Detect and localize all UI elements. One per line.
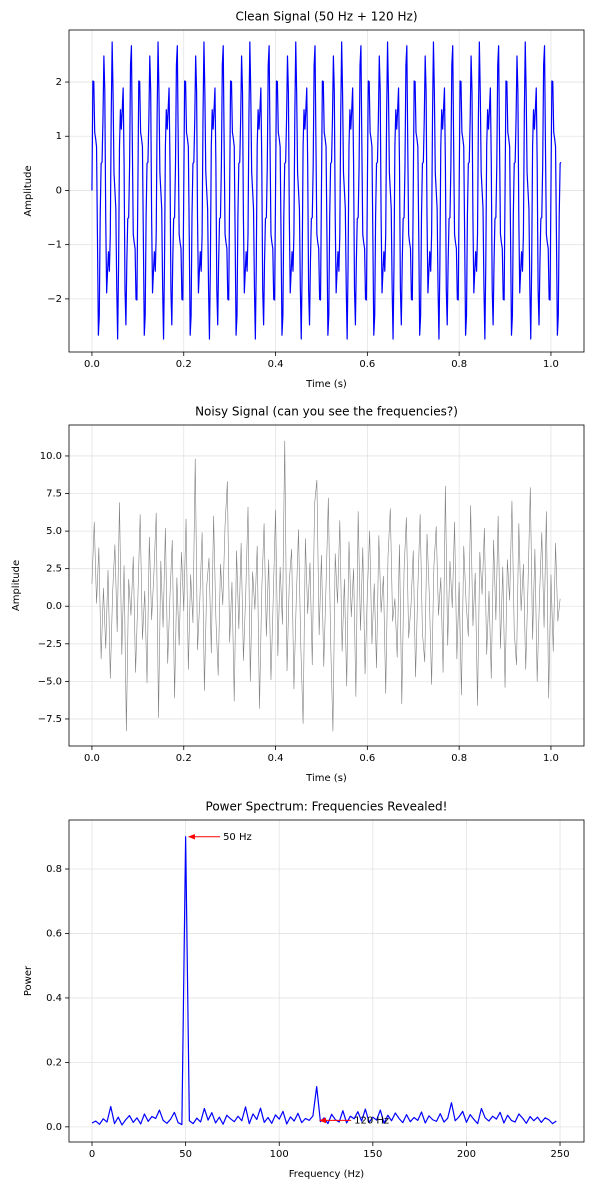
x-tick-label: 0.2 <box>176 359 192 370</box>
chart-title: Power Spectrum: Frequencies Revealed! <box>206 800 448 814</box>
y-tick-label: 10.0 <box>40 451 62 462</box>
x-tick-label: 0.6 <box>359 359 375 370</box>
chart-title: Clean Signal (50 Hz + 120 Hz) <box>235 10 417 24</box>
signal-line <box>91 836 557 1126</box>
y-tick-label: −2.5 <box>38 639 62 650</box>
y-tick-label: −2 <box>47 294 62 305</box>
x-tick-label: 100 <box>270 1149 289 1160</box>
signal-line <box>91 41 562 340</box>
plot-area <box>91 41 562 340</box>
x-axis-label: Time (s) <box>305 773 347 784</box>
plot-frame <box>68 29 585 353</box>
y-axis-label: Amplitude <box>11 560 22 611</box>
x-tick-label: 0.8 <box>451 359 467 370</box>
x-tick-label: 1.0 <box>543 359 559 370</box>
y-tick-label: 2 <box>56 77 62 88</box>
y-tick-label: 0.2 <box>46 1057 62 1068</box>
plot-frame <box>68 819 585 1143</box>
y-tick-label: −5.0 <box>38 676 62 687</box>
x-axis-label: Time (s) <box>305 379 347 390</box>
x-tick-label: 50 <box>179 1149 192 1160</box>
x-tick-label: 250 <box>550 1149 569 1160</box>
y-tick-label: 1 <box>56 131 62 142</box>
y-tick-label: −1 <box>47 240 62 251</box>
plot-area <box>91 440 561 732</box>
x-tick-label: 0.2 <box>176 753 192 764</box>
x-tick-label: 200 <box>457 1149 476 1160</box>
y-tick-label: 0.8 <box>46 864 62 875</box>
x-tick-label: 0.4 <box>268 753 284 764</box>
x-axis-label: Frequency (Hz) <box>289 1169 365 1180</box>
y-axis-label: Amplitude <box>23 165 34 216</box>
chart-title: Noisy Signal (can you see the frequencie… <box>195 405 458 419</box>
x-tick-label: 0.6 <box>359 753 375 764</box>
x-tick-label: 0 <box>89 1149 95 1160</box>
y-tick-label: 0.6 <box>46 928 62 939</box>
x-tick-label: 0.0 <box>84 359 100 370</box>
signal-line <box>91 440 561 732</box>
annotation-text: 50 Hz <box>223 832 252 843</box>
x-tick-label: 0.8 <box>451 753 467 764</box>
y-tick-label: 2.5 <box>46 564 62 575</box>
y-tick-label: 0 <box>56 185 62 196</box>
x-tick-label: 0.0 <box>84 753 100 764</box>
plot-frame <box>68 424 585 747</box>
x-tick-label: 150 <box>363 1149 382 1160</box>
plot-area <box>91 836 557 1126</box>
y-tick-label: −7.5 <box>38 714 62 725</box>
y-tick-label: 5.0 <box>46 526 62 537</box>
y-axis-label: Power <box>23 965 34 996</box>
y-tick-label: 0.0 <box>46 1122 62 1133</box>
x-tick-label: 1.0 <box>543 753 559 764</box>
x-tick-label: 0.4 <box>268 359 284 370</box>
y-tick-label: 7.5 <box>46 489 62 500</box>
y-tick-label: 0.0 <box>46 601 62 612</box>
annotation-text: 120 Hz <box>354 1115 389 1126</box>
y-tick-label: 0.4 <box>46 993 62 1004</box>
